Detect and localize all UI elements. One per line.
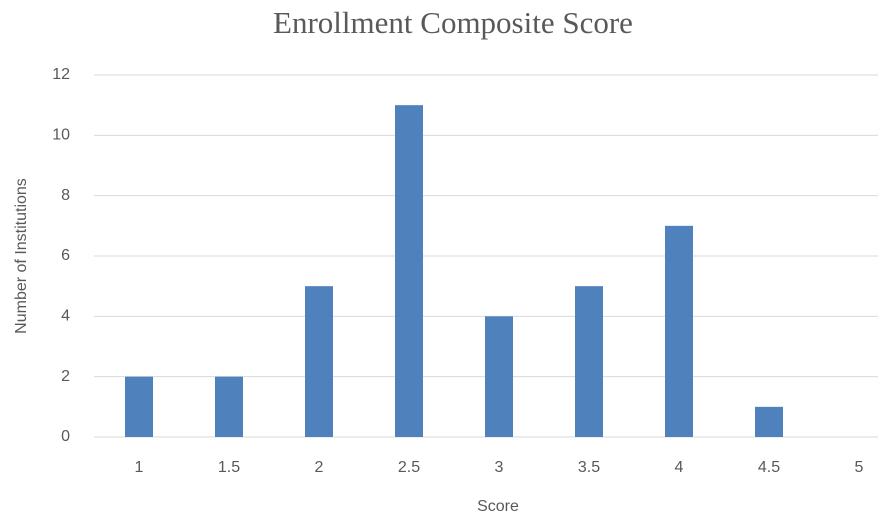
x-axis-label: Score	[477, 498, 519, 515]
y-tick-label: 0	[61, 428, 70, 445]
x-tick-label: 1.5	[218, 459, 240, 476]
y-tick-label: 2	[61, 368, 70, 385]
x-tick-label: 1	[135, 459, 144, 476]
bar	[395, 105, 423, 438]
bar	[305, 286, 333, 437]
bar	[575, 286, 603, 437]
x-tick-label: 4.5	[758, 459, 780, 476]
bar	[755, 406, 783, 437]
bar	[665, 225, 693, 437]
bar	[215, 376, 243, 437]
x-tick-label: 2	[315, 459, 324, 476]
y-tick-label: 6	[61, 247, 70, 264]
y-tick-label: 4	[61, 308, 70, 325]
bar	[485, 316, 513, 437]
x-tick-label: 4	[675, 459, 684, 476]
y-tick-label: 12	[52, 66, 70, 83]
chart-title: Enrollment Composite Score	[273, 5, 633, 40]
bar	[125, 376, 153, 437]
y-tick-label: 10	[52, 127, 70, 144]
y-tick-label: 8	[61, 187, 70, 204]
x-tick-label: 2.5	[398, 459, 420, 476]
x-tick-label: 3.5	[578, 459, 600, 476]
x-tick-label: 3	[495, 459, 504, 476]
x-tick-label: 5	[855, 459, 864, 476]
y-axis-label: Number of Institutions	[13, 178, 30, 334]
